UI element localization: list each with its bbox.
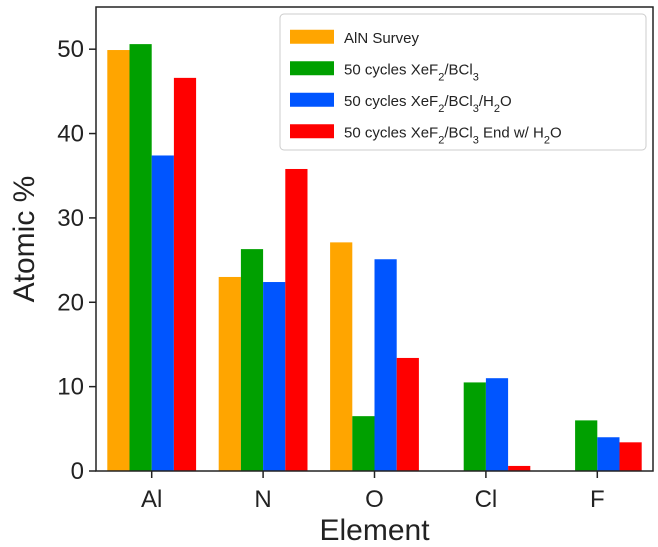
x-axis-label: Element (319, 514, 430, 547)
bar-cl-series-4 (508, 465, 531, 471)
x-tick-label-f: F (590, 486, 605, 513)
legend-label-2: 50 cycles XeF2/BCl3 (344, 61, 479, 83)
bar-o-series-4 (396, 357, 419, 471)
bar-cl-series-3 (485, 378, 509, 471)
y-axis-label: Atomic % (8, 176, 41, 303)
bar-al-series-2 (129, 44, 152, 472)
bar-o-series-3 (374, 259, 397, 471)
bar-al-series-3 (151, 155, 174, 472)
x-tick-label-al: Al (141, 486, 162, 513)
bar-cl-series-2 (463, 382, 486, 471)
x-axis: Al N O Cl F (141, 471, 605, 513)
bar-n-series-4 (285, 168, 308, 472)
bar-f-series-3 (597, 437, 620, 471)
legend: AlN Survey 50 cycles XeF2/BCl3 50 cycles X… (279, 13, 647, 151)
x-tick-label-n: N (254, 486, 271, 513)
legend-label-3: 50 cycles XeF2/BCl3/H2O (344, 93, 512, 115)
bar-f-series-2 (575, 420, 598, 471)
y-tick-label: 0 (71, 458, 84, 485)
legend-swatch-3 (290, 92, 334, 107)
legend-box (279, 13, 647, 151)
x-tick-label-o: O (365, 486, 384, 513)
legend-swatch-4 (290, 124, 334, 139)
bar-al-series-4 (173, 77, 197, 472)
y-tick-label: 20 (57, 289, 84, 316)
bar-n-series-1 (218, 276, 241, 471)
x-tick-label-cl: Cl (475, 486, 498, 513)
y-tick-label: 50 (57, 36, 84, 63)
y-tick-label: 10 (57, 374, 84, 401)
bar-f-series-4 (619, 442, 642, 471)
legend-label-1: AlN Survey (344, 30, 420, 47)
bar-n-series-2 (240, 249, 264, 471)
bar-n-series-3 (263, 282, 286, 471)
y-tick-label: 30 (57, 205, 84, 232)
bar-al-series-1 (107, 50, 130, 471)
y-tick-label: 40 (57, 121, 84, 148)
legend-swatch-2 (290, 61, 334, 76)
bar-o-series-2 (352, 416, 375, 471)
y-axis: 0 10 20 30 40 50 (57, 36, 96, 485)
legend-swatch-1 (290, 29, 334, 44)
legend-label-4: 50 cycles XeF2/BCl3 End w/ H2O (344, 124, 562, 146)
bars-group (107, 44, 642, 472)
bar-o-series-1 (330, 242, 353, 471)
